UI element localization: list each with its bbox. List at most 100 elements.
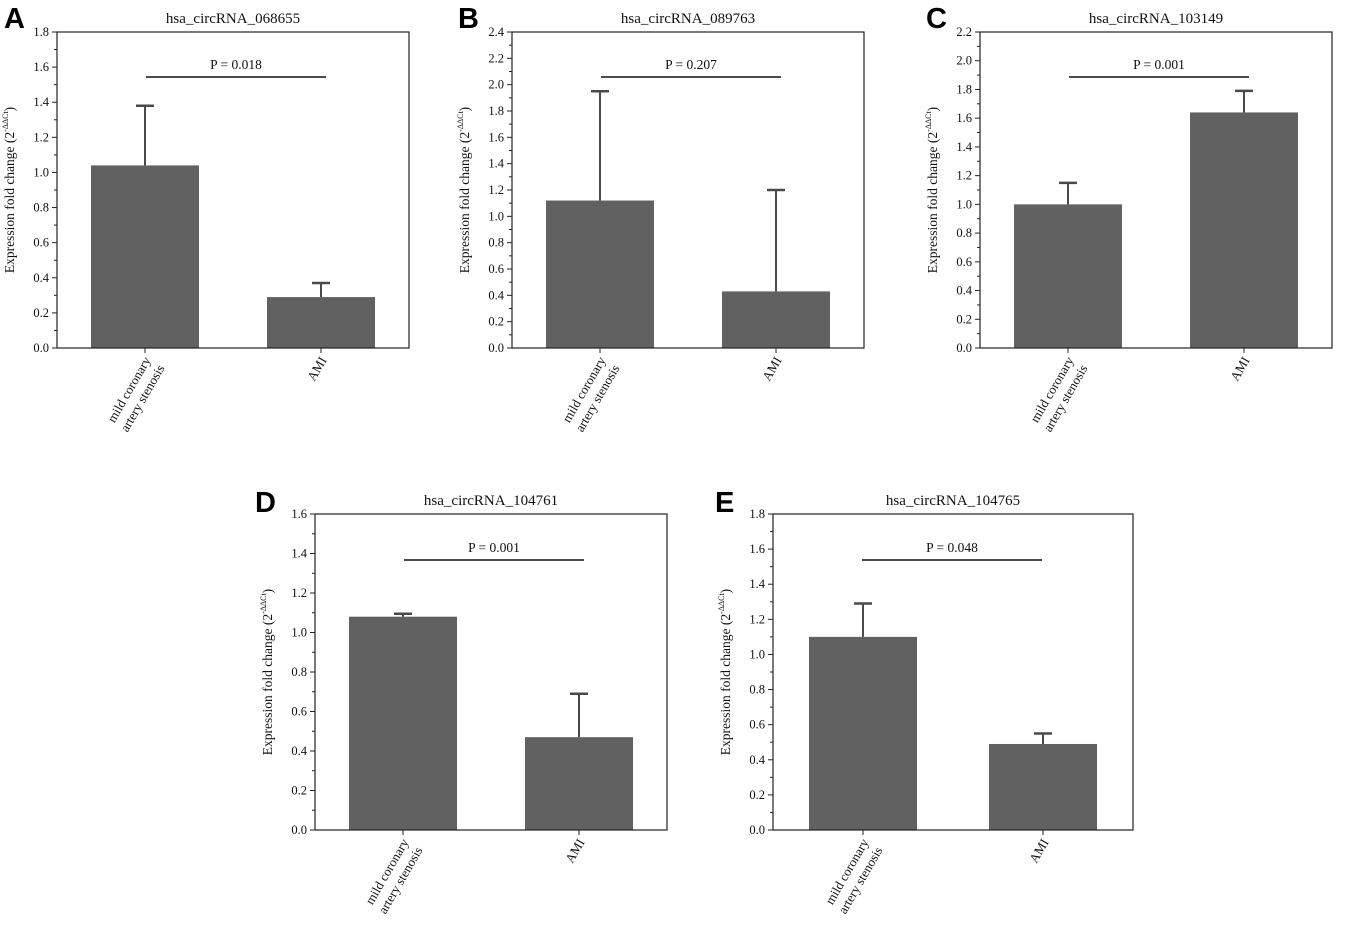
y-tick-label: 0.4 [291,744,307,758]
chart-title: hsa_circRNA_089763 [621,11,755,27]
y-axis-label: Expression fold change (2-ΔΔCt) [924,107,940,273]
y-axis-label: Expression fold change (2-ΔΔCt) [717,589,733,755]
x-category-label: AMI [1026,836,1052,865]
y-tick-label: 2.0 [956,54,972,68]
y-tick-label: 1.2 [956,169,972,183]
y-axis-label: Expression fold change (2-ΔΔCt) [259,589,275,755]
x-category-label: AMI [759,354,785,383]
y-tick-label: 0.0 [956,341,972,355]
p-value-label: P = 0.018 [210,57,262,72]
y-tick-label: 1.4 [33,95,49,109]
y-tick-label: 0.2 [33,306,49,320]
bar [525,737,633,830]
y-tick-label: 0.0 [488,341,504,355]
bar [349,616,457,830]
y-tick-label: 0.6 [749,718,765,732]
y-tick-label: 1.6 [956,111,972,125]
y-tick-label: 0.2 [488,315,504,329]
y-tick-label: 0.8 [488,236,504,250]
chart-title: hsa_circRNA_103149 [1089,11,1223,27]
y-tick-label: 2.2 [488,51,504,65]
p-value-label: P = 0.001 [468,540,520,555]
bar [267,297,375,348]
x-category-label: mild coronaryartery stenosis [1026,354,1090,435]
y-tick-label: 1.4 [956,140,972,154]
chart-title: hsa_circRNA_104765 [886,493,1020,509]
y-tick-label: 1.2 [33,130,49,144]
y-tick-label: 0.8 [291,665,307,679]
panel-letter: C [926,3,947,35]
y-tick-label: 1.4 [749,577,765,591]
bar [989,743,1097,830]
y-tick-label: 1.0 [291,626,307,640]
y-tick-label: 0.4 [749,753,765,767]
y-tick-label: 0.4 [488,288,504,302]
panel-letter: D [255,487,276,519]
x-category-label: mild coronaryartery stenosis [821,836,885,917]
y-tick-label: 2.4 [488,25,504,39]
panel-letter: A [4,3,25,35]
y-tick-label: 2.2 [956,25,972,39]
y-tick-label: 0.6 [33,236,49,250]
y-tick-label: 0.6 [956,255,972,269]
y-tick-label: 0.0 [33,341,49,355]
bar [1190,112,1298,348]
p-value-label: P = 0.207 [665,57,717,72]
y-tick-label: 0.2 [291,784,307,798]
chart-title: hsa_circRNA_104761 [424,493,558,509]
bar [809,636,917,830]
y-tick-label: 1.0 [956,197,972,211]
x-category-label: mild coronaryartery stenosis [558,354,622,435]
y-tick-label: 0.8 [33,201,49,215]
y-axis-label: Expression fold change (2-ΔΔCt) [1,107,17,273]
bar [91,165,199,348]
panel-letter: E [715,487,734,519]
y-tick-label: 0.8 [956,226,972,240]
y-tick-label: 1.8 [488,104,504,118]
y-tick-label: 1.4 [291,547,307,561]
y-tick-label: 1.8 [33,25,49,39]
y-tick-label: 1.8 [749,507,765,521]
y-tick-label: 1.4 [488,157,504,171]
y-axis-label: Expression fold change (2-ΔΔCt) [456,107,472,273]
y-tick-label: 1.0 [488,209,504,223]
x-category-label: AMI [562,836,588,865]
y-tick-label: 1.6 [749,542,765,556]
y-tick-label: 0.8 [749,683,765,697]
chart-title: hsa_circRNA_068655 [166,11,300,27]
y-tick-label: 0.6 [488,262,504,276]
bar [722,291,830,348]
p-value-label: P = 0.048 [926,540,978,555]
y-tick-label: 1.2 [291,586,307,600]
panel-letter: B [458,3,479,35]
x-category-label: mild coronaryartery stenosis [361,836,425,917]
y-tick-label: 0.2 [749,788,765,802]
y-tick-label: 0.0 [291,823,307,837]
y-tick-label: 2.0 [488,78,504,92]
y-tick-label: 0.0 [749,823,765,837]
x-category-label: AMI [304,354,330,383]
y-tick-label: 1.0 [749,647,765,661]
y-tick-label: 1.2 [488,183,504,197]
x-category-label: AMI [1227,354,1253,383]
y-tick-label: 1.8 [956,82,972,96]
y-tick-label: 0.6 [291,705,307,719]
y-tick-label: 0.4 [956,284,972,298]
y-tick-label: 0.2 [956,312,972,326]
y-tick-label: 1.6 [291,507,307,521]
y-tick-label: 1.0 [33,165,49,179]
y-tick-label: 0.4 [33,271,49,285]
y-tick-label: 1.6 [33,60,49,74]
p-value-label: P = 0.001 [1133,57,1185,72]
bar [546,200,654,348]
y-tick-label: 1.6 [488,130,504,144]
y-tick-label: 1.2 [749,612,765,626]
bar [1014,204,1122,348]
x-category-label: mild coronaryartery stenosis [103,354,167,435]
